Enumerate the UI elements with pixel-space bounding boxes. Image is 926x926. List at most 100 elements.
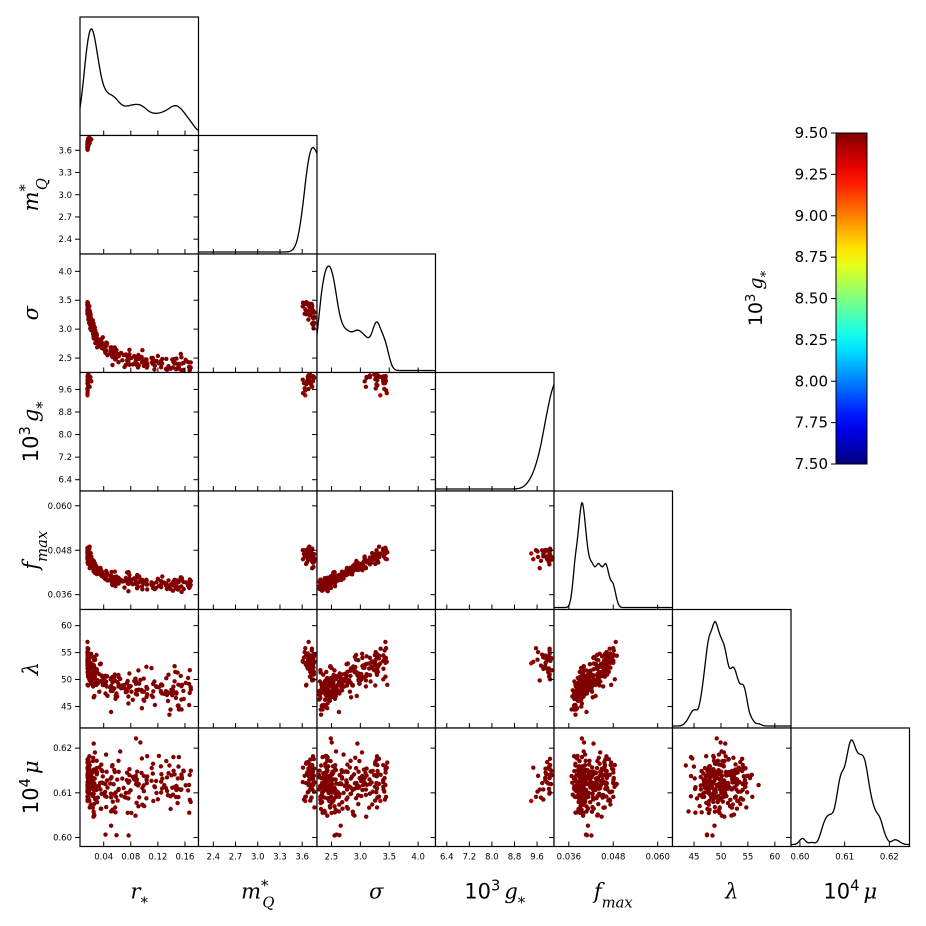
scatter-point	[538, 663, 544, 668]
scatter-point	[740, 762, 745, 768]
scatter-point	[372, 784, 378, 789]
scatter-point	[367, 666, 372, 671]
marginal-density-lambda	[672, 620, 791, 727]
scatter-point	[579, 754, 585, 760]
scatter-point	[122, 585, 127, 590]
y-axis-label-lambda: λ	[19, 662, 43, 676]
scatter-point	[125, 810, 130, 815]
x-tick-label: 0.060	[646, 853, 670, 863]
scatter-point	[164, 775, 170, 780]
scatter-point	[569, 707, 574, 712]
scatter-point	[85, 772, 90, 777]
scatter-point	[133, 736, 139, 741]
scatter-point	[742, 777, 748, 783]
scatter-point	[151, 689, 156, 694]
scatter-point	[381, 666, 386, 671]
scatter-point	[368, 679, 373, 684]
scatter-point	[544, 772, 549, 777]
scatter-point	[308, 304, 314, 309]
scatter-point	[174, 691, 179, 696]
scatter-point	[130, 582, 135, 587]
scatter-point	[581, 740, 587, 745]
scatter-point	[179, 776, 185, 781]
scatter-point	[612, 784, 617, 789]
scatter-point	[111, 782, 116, 787]
scatter-point	[328, 736, 333, 741]
scatter-point	[159, 362, 164, 367]
scatter-point	[594, 796, 599, 801]
scatter-point	[144, 781, 149, 786]
y-axis-label-sigma: σ	[19, 305, 43, 320]
scatter-point	[103, 752, 109, 757]
scatter-point	[139, 360, 145, 365]
scatter-point	[361, 767, 367, 772]
scatter-point	[116, 353, 121, 359]
scatter-point	[138, 740, 143, 745]
panel-frame	[197, 727, 318, 848]
scatter-point	[584, 833, 590, 838]
scatter-point	[721, 792, 726, 797]
scatter-point	[145, 774, 150, 779]
scatter-point	[589, 780, 595, 785]
scatter-point	[605, 774, 610, 779]
scatter-point	[99, 762, 104, 767]
panel-sigma-sigma	[316, 253, 437, 374]
scatter-point	[85, 143, 90, 149]
scatter-point	[717, 772, 722, 777]
scatter-point	[572, 794, 578, 800]
scatter-point	[153, 778, 159, 784]
scatter-point	[604, 754, 609, 759]
scatter-point	[310, 310, 316, 315]
scatter-point	[336, 709, 342, 715]
scatter-point	[573, 763, 578, 768]
scatter-point	[607, 646, 612, 651]
scatter-point	[744, 805, 749, 810]
scatter-point	[320, 754, 325, 760]
x-tick-label: 3.6	[295, 853, 309, 863]
scatter-point	[173, 581, 178, 586]
scatter-point	[325, 754, 330, 760]
panel-sigma-r: 2.5 3.0 3.5 4.0	[58, 253, 200, 374]
scatter-point	[100, 774, 106, 779]
scatter-point	[350, 682, 355, 688]
y-tick-label: 0.036	[48, 591, 72, 601]
y-tick-label: 3.6	[58, 146, 72, 156]
scatter-point	[188, 582, 193, 588]
scatter-point	[86, 372, 91, 377]
scatter-point	[149, 665, 154, 671]
scatter-point	[92, 813, 97, 818]
colorbar-tick-label: 7.50	[795, 455, 828, 473]
scatter-point	[183, 783, 188, 788]
scatter-point	[579, 736, 585, 741]
scatter-point	[583, 758, 588, 763]
scatter-point	[342, 684, 347, 689]
scatter-point	[584, 787, 589, 793]
scatter-point	[738, 759, 743, 765]
scatter-point	[160, 356, 165, 362]
scatter-point	[319, 776, 324, 781]
scatter-point	[595, 665, 601, 670]
scatter-point	[324, 669, 329, 675]
scatter-point	[374, 805, 380, 810]
scatter-point	[319, 794, 324, 800]
scatter-point	[87, 754, 92, 759]
x-tick-label: 0.12	[148, 853, 167, 863]
scatter-point	[120, 358, 125, 363]
scatter-point	[607, 789, 612, 794]
scatter-point	[714, 736, 719, 741]
scatter-point	[686, 809, 691, 814]
scatter-point	[611, 658, 616, 663]
scatter-point	[332, 804, 337, 809]
scatter-point	[303, 794, 309, 799]
scatter-point	[138, 577, 143, 582]
scatter-point	[588, 680, 594, 685]
scatter-point	[333, 787, 338, 793]
panel-mu-mu: 0.60 0.61 0.62	[790, 727, 911, 863]
scatter-point	[188, 578, 193, 584]
scatter-point	[85, 682, 90, 687]
scatter-point	[694, 796, 700, 801]
scatter-point	[94, 667, 100, 672]
scatter-point	[155, 353, 161, 359]
scatter-point	[738, 796, 744, 801]
x-tick-label: 2.4	[207, 853, 221, 863]
